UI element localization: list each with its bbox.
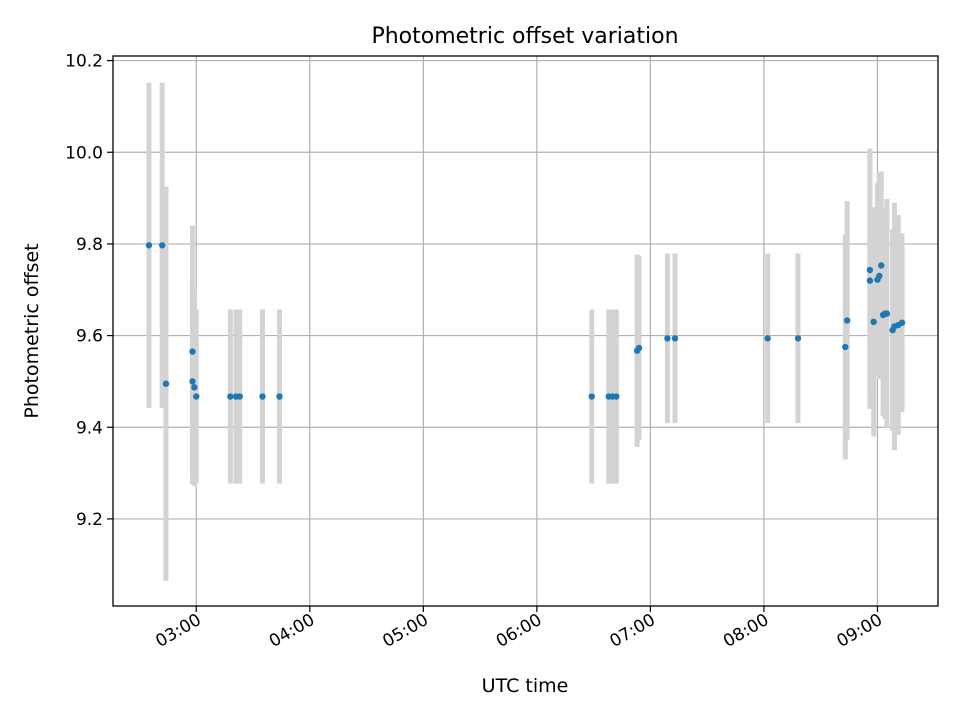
data-point [189, 378, 196, 385]
data-point [227, 393, 234, 400]
y-tick-label: 9.8 [76, 235, 103, 255]
data-point [842, 343, 849, 351]
y-tick-label: 10.2 [65, 52, 103, 72]
data-point [259, 393, 266, 400]
data-point [193, 393, 200, 400]
point-layer [145, 242, 906, 400]
data-point [866, 277, 874, 284]
data-point [613, 393, 620, 400]
data-point [158, 242, 166, 249]
data-point [588, 393, 595, 400]
x-axis-label: UTC time [482, 675, 569, 697]
y-tick-label: 10.0 [65, 143, 103, 163]
plot-frame [112, 55, 939, 607]
data-point [878, 262, 885, 269]
data-point [794, 335, 802, 342]
data-point [635, 344, 643, 352]
data-point [671, 335, 679, 342]
data-point [664, 335, 671, 342]
chart-title: Photometric offset variation [371, 24, 678, 49]
y-tick-label: 9.6 [76, 327, 103, 347]
data-point [191, 384, 198, 391]
data-point [145, 242, 153, 249]
data-point [189, 348, 196, 355]
data-point [898, 319, 906, 326]
data-point [236, 393, 243, 400]
data-point [276, 393, 283, 400]
y-axis-label: Photometric offset [21, 243, 43, 418]
grid-layer [113, 56, 938, 606]
data-point [843, 317, 851, 324]
y-tick-label: 9.2 [76, 510, 103, 530]
data-point [883, 310, 891, 317]
data-point [870, 318, 877, 326]
data-point [764, 335, 771, 342]
data-point [876, 272, 883, 280]
y-tick-label: 9.4 [76, 418, 103, 438]
data-point [866, 266, 874, 274]
data-point [162, 380, 170, 387]
